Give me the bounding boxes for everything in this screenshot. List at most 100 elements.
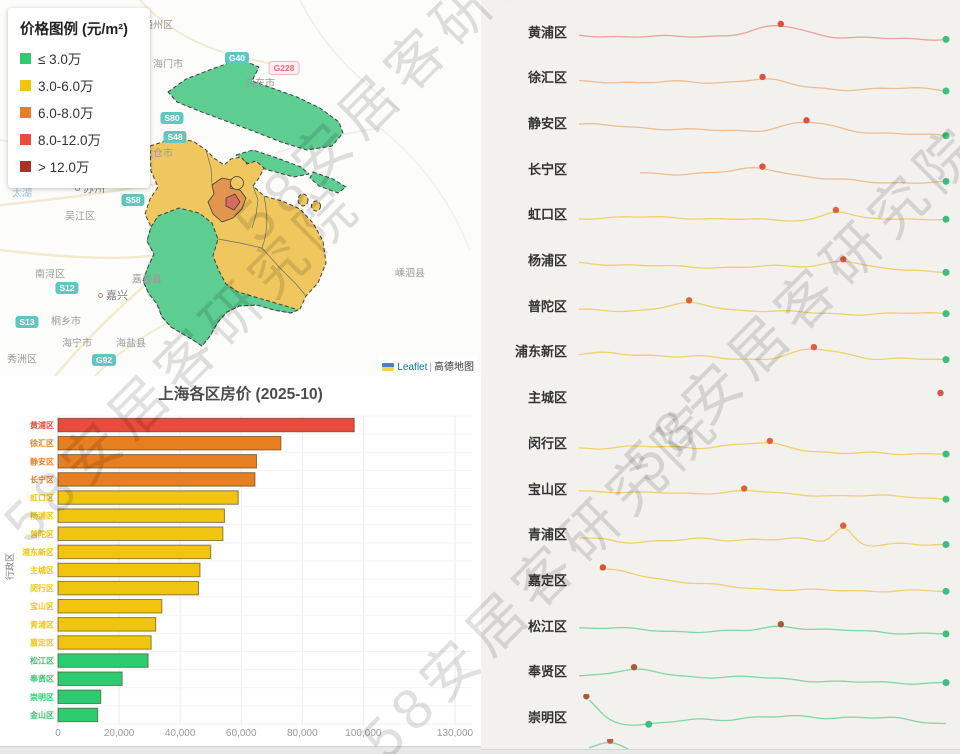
map-panel[interactable]: 通州区海门市启东市太仓市昆山市吴江区南浔区嘉善县桐乡市海宁市海盐县秀洲区嵊泗县太… (0, 0, 481, 376)
legend-swatch (20, 160, 31, 172)
end-marker (942, 356, 950, 364)
district-shape-core-ring[interactable] (230, 176, 244, 190)
map-provider-label: 高德地图 (434, 362, 474, 373)
district-shape-southwest-green[interactable] (142, 207, 299, 347)
legend-item: 3.0-6.0万 (20, 75, 138, 95)
end-marker (942, 132, 950, 140)
end-marker (942, 588, 950, 596)
sparkline-svg (640, 163, 950, 185)
legend-items: ≤ 3.0万 3.0-6.0万 6.0-8.0万 8.0-12.0万 > 12.0万 (20, 48, 138, 176)
bar (57, 689, 102, 705)
end-marker (942, 540, 950, 548)
end-marker (942, 630, 950, 638)
bar-chart-title: 上海各区房价 (2025-10) (158, 386, 323, 403)
sparkline-row-浦东新区: 浦东新区 (481, 328, 960, 374)
legend-label: ≤ 3.0万 (38, 52, 82, 67)
bar-label: 崇明区 (30, 692, 54, 702)
sparkline-panel: 黄浦区 徐汇区 静安区 长宁区 虹口区 杨浦区 普陀区 浦东新区 主城区 闵行区 宝山区 青浦区 嘉定区… (481, 0, 960, 754)
sparkline-row-宝山区: 宝山区 (481, 465, 960, 511)
road-badge: G40 (224, 52, 250, 64)
road-badge: S80 (160, 112, 184, 124)
sparkline-line (588, 699, 947, 726)
peak-marker (685, 297, 693, 304)
bar-label: 长宁区 (30, 474, 54, 484)
legend-item: > 12.0万 (20, 156, 138, 176)
district-shape-changxing-island[interactable] (235, 149, 310, 178)
peak-marker (599, 564, 607, 571)
end-marker (942, 268, 950, 276)
district-label: 主城区 (527, 390, 567, 406)
legend-label: 8.0-12.0万 (38, 133, 102, 148)
district-shape-core-red[interactable] (225, 193, 241, 211)
district-label: 闵行区 (527, 435, 567, 451)
x-tick-label: 20,000 (104, 728, 135, 739)
legend-swatch (20, 79, 31, 91)
peak-marker (630, 663, 638, 671)
x-tick-label: 40,000 (165, 728, 196, 739)
district-shape-small-island-2[interactable] (311, 200, 321, 212)
bar (57, 617, 157, 632)
district-shape-hengsha-island[interactable] (309, 171, 347, 194)
leaflet-map[interactable] (0, 0, 481, 376)
peak-marker (759, 163, 766, 170)
sparkline-svg (578, 73, 950, 95)
district-shape-small-island-1[interactable] (297, 193, 309, 207)
peak-marker (777, 20, 785, 28)
sparkline-row-崇明区: 崇明区 (481, 693, 960, 740)
bar (57, 526, 224, 542)
sparkline-row-主城区: 主城区 (481, 374, 960, 420)
end-marker (942, 450, 950, 458)
sparkline-row-松江区: 松江区 (481, 602, 960, 648)
peak-marker (777, 621, 785, 628)
bar (57, 598, 163, 614)
legend-item: 8.0-12.0万 (20, 129, 138, 149)
district-label: 普陀区 (527, 298, 567, 314)
sparkline-svg (588, 739, 821, 754)
bar-label: 主城区 (30, 565, 54, 575)
peak-marker (606, 739, 614, 744)
end-marker (942, 87, 950, 95)
district-label: 嘉定区 (527, 572, 567, 588)
x-tick-label: 100,000 (345, 728, 382, 739)
sparkline-line (640, 167, 947, 184)
sparkline-line (578, 668, 946, 685)
price-legend: 价格图例 (元/m²) ≤ 3.0万 3.0-6.0万 6.0-8.0万 8.0-12… (8, 8, 150, 188)
end-marker (942, 177, 950, 185)
sparkline-svg (578, 343, 950, 364)
sparkline-row-杨浦区: 杨浦区 (481, 237, 960, 283)
district-label: 长宁区 (527, 161, 567, 177)
bar-label: 青浦区 (30, 619, 54, 629)
bar-label: 宝山区 (30, 601, 54, 611)
bar (57, 671, 123, 686)
bar-label: 普陀区 (30, 529, 54, 539)
district-label: 虹口区 (527, 207, 567, 223)
district-label: 崇明区 (527, 710, 567, 725)
bar-chart-svg: 0 20,000 40,000 60,000 80,000 100,000 130,000 黄… (22, 415, 474, 739)
district-label: 徐汇区 (527, 70, 567, 86)
sparkline-line (578, 122, 947, 137)
x-tick-label: 60,000 (226, 728, 257, 739)
y-axis-label: 行政区 (5, 552, 15, 580)
sparkline-line (579, 625, 947, 635)
district-label: 青浦区 (527, 527, 567, 543)
leaflet-link[interactable]: Leaflet (397, 362, 428, 373)
peak-marker (766, 437, 774, 445)
sparkline-svg (578, 255, 950, 276)
road-badge: G228 (268, 61, 300, 75)
legend-swatch (20, 52, 31, 64)
district-shape-chongming[interactable] (167, 58, 344, 151)
horizontal-scrollbar[interactable] (0, 746, 481, 754)
bar-label: 闵行区 (30, 583, 54, 593)
peak-marker (937, 389, 944, 396)
sparkline-row-静安区: 静安区 (481, 99, 960, 145)
sparkline-svg (579, 485, 950, 503)
bar (57, 580, 199, 596)
sparkline-line (578, 442, 946, 456)
road-badge: S58 (121, 194, 145, 206)
sparkline-line (578, 260, 947, 273)
sparkline-row-partial (481, 739, 960, 754)
sparkline-svg (578, 437, 950, 458)
bar (57, 508, 225, 523)
end-marker (942, 495, 950, 503)
end-marker (942, 678, 950, 686)
